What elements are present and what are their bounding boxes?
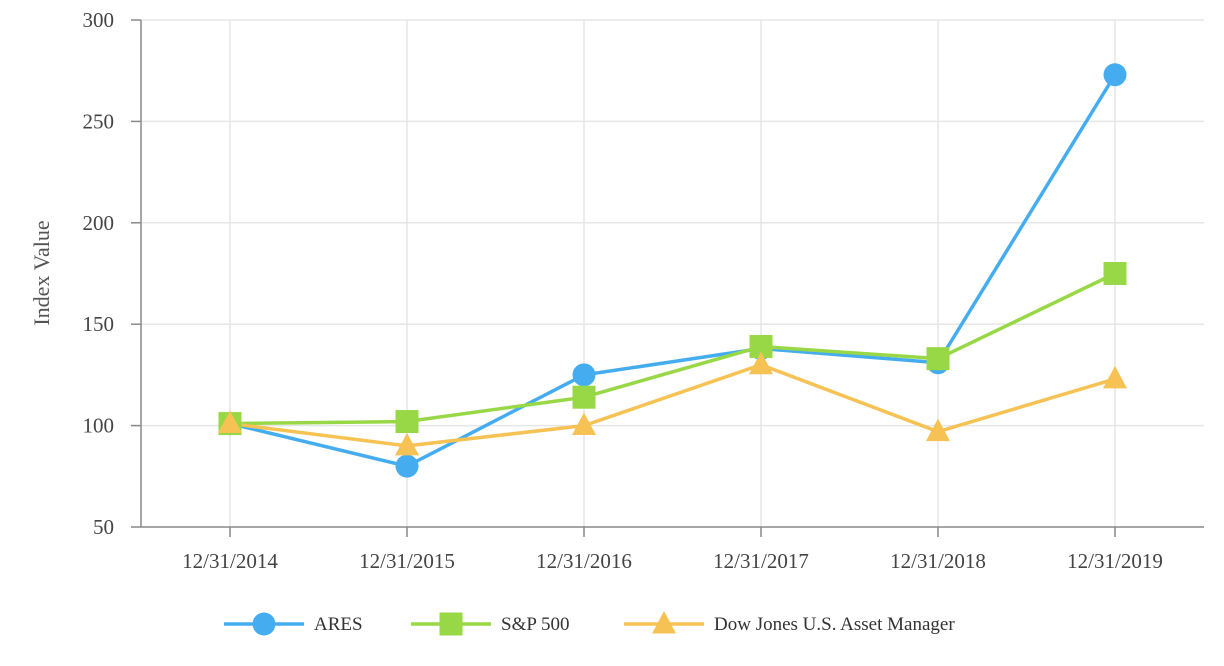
legend: ARES S&P 500 Dow Jones U.S. Asset Manager <box>224 610 955 636</box>
y-tick-label: 150 <box>83 312 115 336</box>
data-point-ares <box>1103 63 1127 87</box>
data-point-dow-jones-u-s-asset-manager <box>1103 365 1127 389</box>
data-point-dow-jones-u-s-asset-manager <box>749 351 773 375</box>
markers-dow-jones-u-s-asset-manager <box>218 351 1127 456</box>
y-tick-label: 300 <box>83 8 115 32</box>
x-axis-tick-labels: 12/31/2014 12/31/2015 12/31/2016 12/31/2017… <box>182 549 1163 573</box>
x-tick-label: 12/31/2018 <box>890 549 986 573</box>
legend-item-s-p-500: S&P 500 <box>411 612 569 636</box>
x-tick-label: 12/31/2017 <box>713 549 809 573</box>
legend-label: Dow Jones U.S. Asset Manager <box>714 614 955 635</box>
series-line-s-p-500 <box>229 271 1116 426</box>
x-tick-label: 12/31/2019 <box>1067 549 1163 573</box>
axes <box>131 19 1204 537</box>
data-point-s-p-500 <box>572 385 596 409</box>
y-tick-label: 200 <box>83 211 115 235</box>
data-point-s-p-500 <box>1103 262 1127 285</box>
x-tick-label: 12/31/2016 <box>536 549 632 573</box>
data-point-s-p-500 <box>395 410 419 434</box>
data-point-dow-jones-u-s-asset-manager <box>218 410 242 434</box>
legend-item-ares: ARES <box>224 612 363 636</box>
series-ares <box>229 73 1117 468</box>
data-point-ares <box>395 454 419 478</box>
data-point-dow-jones-u-s-asset-manager <box>572 412 596 436</box>
legend-label: ARES <box>314 614 363 635</box>
series-layer <box>218 63 1127 478</box>
data-point-s-p-500 <box>749 335 773 359</box>
markers-s-p-500 <box>218 262 1127 436</box>
x-tick-label: 12/31/2014 <box>182 549 278 573</box>
y-tick-label: 50 <box>93 515 114 539</box>
y-tick-label: 100 <box>83 414 115 438</box>
legend-label: S&P 500 <box>501 614 569 635</box>
y-axis-title: Index Value <box>29 220 54 325</box>
data-point-ares <box>572 363 596 387</box>
x-tick-label: 12/31/2015 <box>359 549 455 573</box>
y-axis-tick-labels: 50 100 150 200 250 300 <box>83 8 115 539</box>
legend-marker <box>439 612 463 636</box>
series-line-dow-jones-u-s-asset-manager <box>229 363 1116 448</box>
legend-marker <box>252 612 276 636</box>
data-point-s-p-500 <box>926 347 950 371</box>
series-dow-jones-u-s-asset-manager <box>229 363 1116 448</box>
grid-lines <box>141 19 1204 527</box>
series-s-p-500 <box>229 271 1116 426</box>
y-tick-label: 250 <box>83 109 115 133</box>
data-point-dow-jones-u-s-asset-manager <box>926 418 950 442</box>
series-line-ares <box>229 73 1117 468</box>
legend-item-dow-jones-u-s-asset-manager: Dow Jones U.S. Asset Manager <box>624 610 955 635</box>
data-point-dow-jones-u-s-asset-manager <box>395 432 419 456</box>
legend-marker <box>652 610 676 634</box>
